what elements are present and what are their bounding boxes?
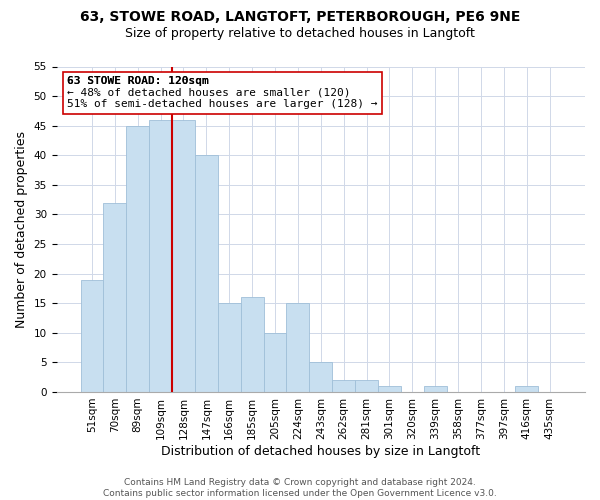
Bar bbox=[286, 303, 310, 392]
Text: 63 STOWE ROAD: 120sqm: 63 STOWE ROAD: 120sqm bbox=[67, 76, 209, 86]
Bar bbox=[103, 202, 127, 392]
Bar bbox=[310, 362, 332, 392]
Bar bbox=[127, 126, 149, 392]
Y-axis label: Number of detached properties: Number of detached properties bbox=[15, 130, 28, 328]
Bar bbox=[355, 380, 378, 392]
Bar bbox=[195, 156, 218, 392]
Bar bbox=[241, 298, 263, 392]
Text: Size of property relative to detached houses in Langtoft: Size of property relative to detached ho… bbox=[125, 28, 475, 40]
Text: 63, STOWE ROAD, LANGTOFT, PETERBOROUGH, PE6 9NE: 63, STOWE ROAD, LANGTOFT, PETERBOROUGH, … bbox=[80, 10, 520, 24]
Bar bbox=[149, 120, 172, 392]
Text: Contains HM Land Registry data © Crown copyright and database right 2024.
Contai: Contains HM Land Registry data © Crown c… bbox=[103, 478, 497, 498]
Bar bbox=[80, 280, 103, 392]
Bar bbox=[172, 120, 195, 392]
Bar bbox=[378, 386, 401, 392]
Bar bbox=[218, 303, 241, 392]
Bar bbox=[424, 386, 446, 392]
X-axis label: Distribution of detached houses by size in Langtoft: Distribution of detached houses by size … bbox=[161, 444, 481, 458]
Text: 63 STOWE ROAD: 120sqm
← 48% of detached houses are smaller (120)
51% of semi-det: 63 STOWE ROAD: 120sqm ← 48% of detached … bbox=[67, 76, 377, 110]
Bar bbox=[515, 386, 538, 392]
Bar bbox=[332, 380, 355, 392]
Bar bbox=[263, 333, 286, 392]
